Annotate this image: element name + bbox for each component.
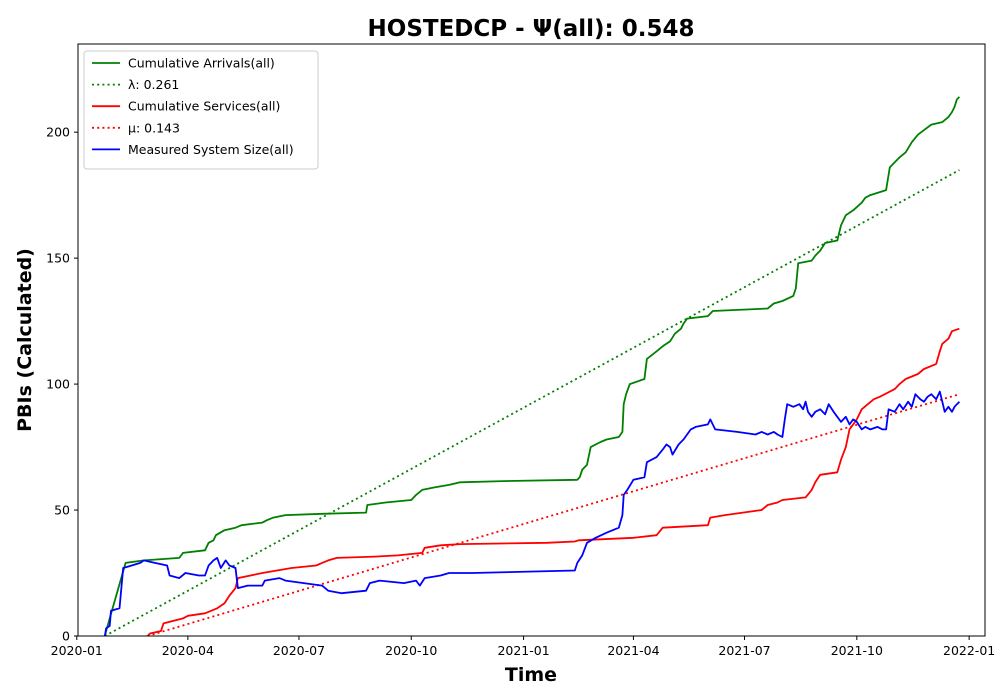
series-line-4 xyxy=(104,390,961,636)
series-line-2 xyxy=(146,327,960,636)
x-tick-label: 2020-04 xyxy=(162,643,214,658)
y-tick-label: 150 xyxy=(46,251,70,266)
x-tick-label: 2021-10 xyxy=(831,643,883,658)
legend: Cumulative Arrivals(all) λ: 0.261 Cumulati… xyxy=(83,50,319,170)
y-tick-label: 200 xyxy=(46,125,70,140)
x-tick-label: 2022-01 xyxy=(943,643,995,658)
x-tick-label: 2021-01 xyxy=(497,643,549,658)
x-axis: 2020-01 2020-04 2020-07 2020-10 2021-01 2021-… xyxy=(51,636,995,658)
y-tick-label: 50 xyxy=(54,503,70,518)
x-axis-label: Time xyxy=(505,664,557,686)
x-tick-label: 2021-04 xyxy=(607,643,659,658)
y-tick-label: 0 xyxy=(62,629,70,644)
plot-area xyxy=(104,96,961,636)
x-tick-label: 2020-10 xyxy=(385,643,437,658)
legend-label: Cumulative Arrivals(all) xyxy=(128,56,275,71)
x-tick-label: 2020-07 xyxy=(273,643,325,658)
y-axis-label: PBIs (Calculated) xyxy=(14,248,36,432)
legend-label: Measured System Size(all) xyxy=(128,142,294,157)
y-axis: 0 50 100 150 200 xyxy=(46,125,78,644)
series-line-1 xyxy=(104,169,960,636)
x-tick-label: 2021-07 xyxy=(718,643,770,658)
legend-label: Cumulative Services(all) xyxy=(128,99,280,114)
legend-label: μ: 0.143 xyxy=(128,120,180,135)
chart-title: HOSTEDCP - Ψ(all): 0.548 xyxy=(368,16,695,42)
series-line-3 xyxy=(147,393,960,636)
x-tick-label: 2020-01 xyxy=(51,643,103,658)
legend-box xyxy=(83,50,319,170)
series-line-0 xyxy=(104,96,961,636)
plot-frame xyxy=(77,43,986,637)
y-tick-label: 100 xyxy=(46,377,70,392)
legend-label: λ: 0.261 xyxy=(128,77,179,92)
